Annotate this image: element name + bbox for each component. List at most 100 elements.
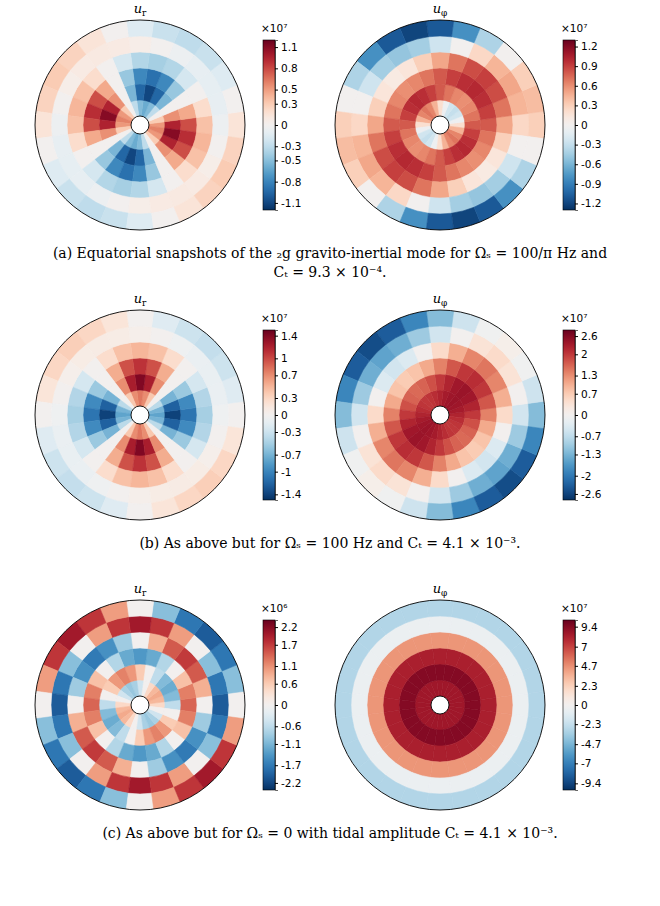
colorbar bbox=[263, 40, 275, 210]
colorbar bbox=[563, 40, 575, 210]
colorbar-tick: -1.4 bbox=[275, 488, 302, 500]
colorbar-tick-label: -1.7 bbox=[281, 759, 302, 771]
field-cell bbox=[181, 408, 197, 423]
field-cell bbox=[433, 166, 448, 182]
title-subscript: r bbox=[142, 298, 147, 308]
colorbar-tick-mark bbox=[575, 415, 578, 416]
colorbar-tick-label: 2.3 bbox=[581, 680, 598, 692]
field-cell bbox=[512, 403, 529, 426]
colorbar-tick-label: -0.7 bbox=[281, 449, 302, 461]
field-cells bbox=[35, 20, 245, 230]
colorbar-tick: -9.4 bbox=[575, 777, 602, 789]
colorbar-tick: 2 bbox=[575, 348, 588, 360]
caption-line: (c) As above but for Ωₛ = 0 with tidal a… bbox=[102, 825, 557, 841]
field-cell bbox=[430, 472, 449, 488]
colorbar-tick-label: 4.7 bbox=[581, 660, 598, 672]
outer-boundary bbox=[335, 600, 545, 810]
field-cell bbox=[51, 693, 68, 716]
colorbar-multiplier: ×10⁷ bbox=[261, 22, 287, 34]
field-cell bbox=[83, 118, 99, 133]
field-cell bbox=[463, 128, 481, 140]
colorbar-tick-mark bbox=[575, 376, 578, 377]
colorbar-tick-mark bbox=[275, 705, 278, 706]
field-cell bbox=[351, 693, 368, 716]
field-cell bbox=[128, 616, 151, 633]
title-subscript: r bbox=[142, 588, 147, 598]
colorbar-tick-mark bbox=[575, 125, 578, 126]
panel: uφ bbox=[335, 291, 545, 520]
colorbar-tick: 0 bbox=[275, 119, 288, 131]
colorbar-multiplier: ×10⁷ bbox=[561, 312, 587, 324]
colorbar-tick-mark bbox=[575, 105, 578, 106]
colorbar-tick-mark bbox=[275, 684, 278, 685]
colorbar-tick-label: 0.3 bbox=[581, 99, 598, 111]
colorbar-tick-mark bbox=[575, 47, 578, 48]
field-cell bbox=[130, 52, 149, 68]
colorbar-tick-label: 1.4 bbox=[281, 330, 298, 342]
field-cell bbox=[335, 111, 352, 138]
field-cell bbox=[428, 326, 451, 343]
colorbar-tick-mark bbox=[575, 494, 578, 495]
inner-boundary bbox=[431, 696, 449, 714]
field-cell bbox=[336, 85, 358, 114]
colorbar-tick: 7 bbox=[575, 641, 588, 653]
colorbar-tick-mark bbox=[275, 744, 278, 745]
field-cell bbox=[335, 691, 352, 718]
colorbar-tick-label: 2.2 bbox=[281, 621, 298, 633]
panel: uφ bbox=[335, 1, 545, 230]
field-cell bbox=[528, 111, 545, 138]
colorbar-tick: -1.7 bbox=[275, 759, 302, 771]
colorbar-tick: -2 bbox=[575, 470, 591, 482]
panel: ur bbox=[35, 1, 245, 230]
field-cell bbox=[426, 600, 453, 617]
panel-title: uφ bbox=[433, 581, 448, 598]
field-cell bbox=[400, 497, 429, 519]
colorbar-tick-label: -1 bbox=[281, 466, 291, 478]
colorbar-multiplier: ×10⁷ bbox=[561, 22, 587, 34]
field-cell bbox=[222, 717, 244, 746]
colorbar-tick-label: 0.3 bbox=[281, 392, 298, 404]
colorbar-tick-mark bbox=[575, 436, 578, 437]
field-cell bbox=[430, 762, 449, 778]
colorbar-tick: -0.3 bbox=[575, 138, 602, 150]
colorbar-axis-line bbox=[576, 331, 579, 501]
colorbar-tick-mark bbox=[275, 415, 278, 416]
field-cell bbox=[481, 698, 497, 713]
field-cell bbox=[152, 311, 181, 333]
colorbar-tick: 0.3 bbox=[275, 98, 298, 110]
field-cell bbox=[336, 375, 358, 404]
field-cell bbox=[428, 36, 451, 53]
field-cell bbox=[400, 787, 429, 809]
colorbar-tick-mark bbox=[275, 398, 278, 399]
field-cell bbox=[222, 137, 244, 166]
colorbar-tick: 0.5 bbox=[275, 83, 298, 95]
title-subscript: φ bbox=[441, 8, 447, 18]
panel: ur bbox=[35, 581, 245, 810]
field-cell bbox=[367, 695, 383, 714]
colorbar-tick-mark bbox=[275, 146, 278, 147]
title-base: u bbox=[433, 1, 441, 16]
field-cell bbox=[148, 416, 164, 424]
field-cell bbox=[222, 427, 244, 456]
outer-boundary bbox=[35, 20, 245, 230]
colorbar-tick-label: 0.7 bbox=[581, 388, 598, 400]
colorbar-tick-mark bbox=[575, 686, 578, 687]
field-cell bbox=[36, 375, 58, 404]
field-cell bbox=[130, 632, 149, 648]
colorbar-tick-label: 7 bbox=[581, 641, 588, 653]
colorbar-tick: 1.3 bbox=[575, 369, 598, 381]
colorbar-tick: -0.7 bbox=[275, 449, 302, 461]
field-cell bbox=[67, 115, 83, 134]
colorbar-tick-label: -9.4 bbox=[581, 777, 602, 789]
colorbar-tick-mark bbox=[275, 90, 278, 91]
colorbar-tick-mark bbox=[275, 203, 278, 204]
field-cell bbox=[463, 708, 481, 720]
field-cell bbox=[430, 182, 449, 198]
colorbar-tick-mark bbox=[275, 104, 278, 105]
field-cell bbox=[128, 197, 151, 214]
field-cell bbox=[126, 310, 153, 327]
colorbar-tick-label: -1.2 bbox=[581, 197, 602, 209]
colorbar-tick-mark bbox=[575, 86, 578, 87]
field-cell bbox=[128, 777, 151, 794]
field-cells bbox=[335, 310, 545, 520]
